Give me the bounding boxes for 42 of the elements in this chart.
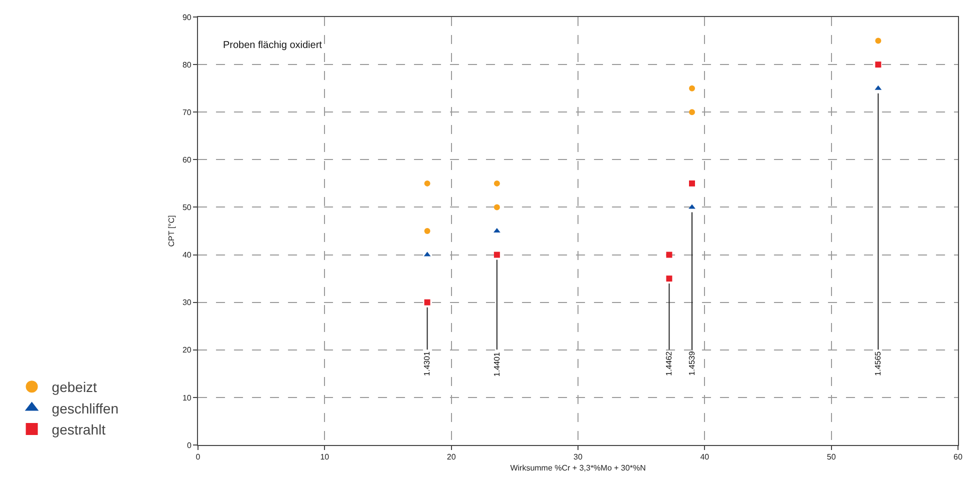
x-tick-label: 40 <box>700 452 710 462</box>
x-tick-label: 10 <box>320 452 330 462</box>
annotation: 1.4462 <box>664 350 674 376</box>
point <box>424 228 430 234</box>
y-tick-label: 80 <box>182 60 192 70</box>
y-tick-label: 90 <box>182 12 192 22</box>
y-tick-label: 10 <box>182 393 192 402</box>
x-tick-label: 0 <box>196 452 201 462</box>
legend-label: gestrahlt <box>52 421 106 438</box>
point <box>666 276 672 282</box>
x-tick-label: 20 <box>446 452 456 462</box>
x-tick-label: 60 <box>954 452 963 462</box>
point <box>494 252 500 258</box>
point <box>689 85 695 92</box>
y-tick-label: 70 <box>182 108 192 117</box>
point <box>424 299 430 306</box>
y-tick-label: 50 <box>182 203 192 212</box>
y-axis-title: CPT [°C] <box>167 215 176 247</box>
point <box>689 109 695 116</box>
point <box>666 252 672 258</box>
point <box>494 204 500 210</box>
x-axis-title: Wirksumme %Cr + 3,3*%Mo + 30*%N <box>510 464 646 473</box>
point <box>494 180 500 186</box>
y-tick-label: 20 <box>182 346 192 355</box>
annotation: Proben flächig oxidiert <box>223 40 322 51</box>
point <box>689 180 695 186</box>
point <box>688 204 696 209</box>
x-tick-label: 30 <box>574 452 583 462</box>
y-tick-label: 60 <box>182 155 192 164</box>
x-tick-label: 50 <box>826 452 836 462</box>
y-tick-label: 40 <box>182 250 192 260</box>
y-tick-label: 30 <box>182 298 192 308</box>
legend-label: gebeizt <box>52 379 98 396</box>
point <box>875 38 882 44</box>
annotation: 1.4401 <box>492 352 502 377</box>
point <box>875 62 882 68</box>
point <box>424 180 430 186</box>
legend-label: geschliffen <box>52 400 118 416</box>
annotation: 1.4565 <box>874 350 883 376</box>
y-tick-label: 0 <box>186 440 192 450</box>
annotation: 1.4539 <box>687 350 696 376</box>
annotation: 1.4301 <box>422 350 432 376</box>
